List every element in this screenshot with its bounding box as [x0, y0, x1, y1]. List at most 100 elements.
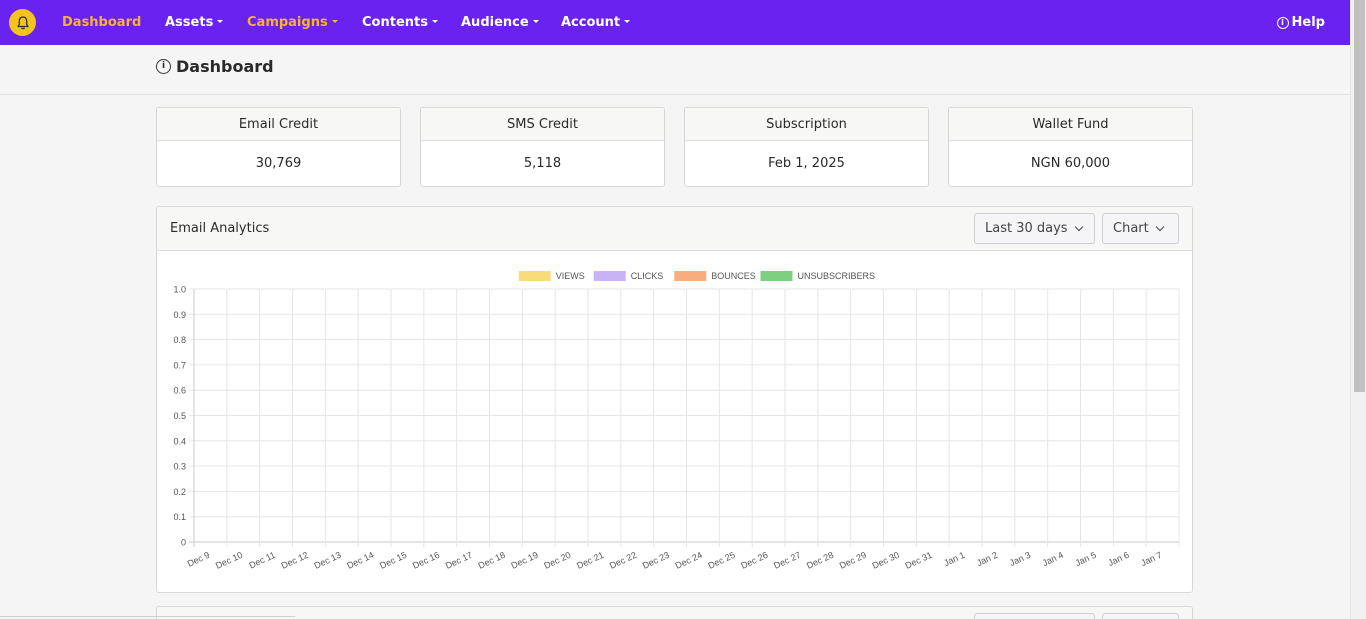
legend-label: UNSUBSCRIBERS: [798, 271, 876, 281]
x-tick-label: Dec 18: [477, 550, 507, 571]
y-tick-label: 0.5: [173, 411, 186, 421]
caret-down-icon: [532, 20, 539, 23]
card-value: Feb 1, 2025: [768, 156, 845, 171]
view-mode-select[interactable]: Chart: [1102, 213, 1179, 244]
caret-down-icon: [217, 20, 224, 23]
legend-swatch: [518, 271, 551, 281]
x-tick-label: Dec 28: [805, 550, 835, 571]
card-label: SMS Credit: [421, 108, 664, 141]
card-value: 5,118: [523, 156, 562, 171]
x-tick-label: Dec 19: [510, 550, 540, 571]
info-icon: i: [156, 59, 171, 74]
nav-audience[interactable]: Audience: [461, 0, 539, 45]
nav-dashboard[interactable]: Dashboard: [62, 0, 141, 45]
x-tick-label: Dec 31: [904, 550, 934, 571]
x-tick-label: Jan 6: [1106, 550, 1130, 568]
x-tick-label: Dec 24: [674, 550, 704, 571]
chevron-down-icon: [1155, 222, 1164, 231]
x-tick-label: Jan 5: [1074, 550, 1098, 568]
x-tick-label: Dec 9: [186, 550, 212, 569]
info-icon: i: [1276, 16, 1289, 29]
nav-account[interactable]: Account: [561, 0, 631, 45]
x-tick-label: Jan 3: [1008, 550, 1032, 568]
wallet-fund-card: Wallet Fund NGN 60,000: [948, 107, 1193, 187]
bell-logo-icon[interactable]: [9, 9, 36, 36]
x-tick-label: Dec 10: [214, 550, 244, 571]
divider: [0, 616, 295, 617]
card-label: Wallet Fund: [949, 108, 1192, 141]
card-label: Subscription: [685, 108, 928, 141]
date-range-value: Last 30 days: [985, 221, 1068, 236]
caret-down-icon: [331, 20, 338, 23]
y-tick-label: 0.3: [173, 462, 186, 472]
nav-campaigns-label: Campaigns: [247, 15, 328, 30]
x-tick-label: Dec 27: [772, 550, 802, 571]
legend-label: BOUNCES: [711, 271, 756, 281]
x-tick-label: Jan 2: [975, 550, 999, 568]
x-tick-label: Dec 16: [411, 550, 441, 571]
x-tick-label: Dec 29: [838, 550, 868, 571]
x-tick-label: Dec 12: [280, 550, 310, 571]
next-panel-select[interactable]: [974, 613, 1095, 619]
legend-label: VIEWS: [556, 271, 585, 281]
caret-down-icon: [431, 20, 438, 23]
nav-account-label: Account: [561, 15, 621, 30]
legend-label: CLICKS: [631, 271, 664, 281]
date-range-select[interactable]: Last 30 days: [974, 213, 1095, 244]
x-tick-label: Dec 14: [345, 550, 375, 571]
page-title: i Dashboard: [156, 57, 274, 76]
y-tick-label: 0.9: [173, 310, 186, 320]
y-tick-label: 0.6: [173, 386, 186, 396]
help-label: Help: [1291, 15, 1325, 30]
next-panel: [156, 606, 1193, 619]
nav-campaigns[interactable]: Campaigns: [247, 0, 338, 45]
nav-assets-label: Assets: [165, 15, 214, 30]
panel-title: Email Analytics: [170, 221, 270, 236]
card-value: 30,769: [255, 156, 302, 171]
nav-dashboard-label: Dashboard: [62, 15, 142, 30]
x-tick-label: Dec 30: [871, 550, 901, 571]
page-title-text: Dashboard: [176, 57, 274, 76]
x-tick-label: Dec 11: [247, 550, 276, 571]
x-tick-label: Jan 7: [1139, 550, 1163, 568]
card-value: NGN 60,000: [1030, 156, 1111, 171]
x-tick-label: Dec 13: [313, 550, 343, 571]
legend-swatch: [593, 271, 626, 281]
x-tick-label: Dec 21: [575, 550, 605, 571]
caret-down-icon: [624, 20, 631, 23]
x-tick-label: Dec 26: [739, 550, 769, 571]
y-tick-label: 0.2: [173, 487, 186, 497]
help-link[interactable]: i Help: [1276, 0, 1325, 45]
nav-assets[interactable]: Assets: [165, 0, 224, 45]
x-tick-label: Jan 4: [1041, 550, 1065, 568]
page-scrollbar[interactable]: [1350, 0, 1366, 619]
legend-swatch: [760, 271, 793, 281]
legend-swatch: [674, 271, 707, 281]
x-tick-label: Dec 25: [707, 550, 737, 571]
x-tick-label: Dec 15: [378, 550, 408, 571]
nav-audience-label: Audience: [461, 15, 529, 30]
next-panel-select[interactable]: [1102, 613, 1179, 619]
x-tick-label: Dec 22: [608, 550, 638, 571]
page-header: i Dashboard: [0, 45, 1350, 95]
x-tick-label: Dec 20: [542, 550, 572, 571]
top-navbar: Dashboard Assets Campaigns Contents Audi…: [0, 0, 1350, 45]
sms-credit-card: SMS Credit 5,118: [420, 107, 665, 187]
y-tick-label: 0.1: [173, 512, 186, 522]
nav-contents-label: Contents: [362, 15, 428, 30]
x-tick-label: Jan 1: [942, 550, 966, 568]
x-tick-label: Dec 17: [444, 550, 474, 571]
card-label: Email Credit: [157, 108, 400, 141]
nav-contents[interactable]: Contents: [362, 0, 438, 45]
email-credit-card: Email Credit 30,769: [156, 107, 401, 187]
view-mode-value: Chart: [1113, 221, 1149, 236]
scrollbar-thumb[interactable]: [1354, 0, 1365, 392]
y-tick-label: 0.7: [173, 360, 186, 370]
x-tick-label: Dec 23: [641, 550, 671, 571]
panel-header: Email Analytics Last 30 days Chart: [157, 207, 1192, 251]
y-tick-label: 0.4: [173, 436, 186, 446]
y-tick-label: 0.8: [173, 335, 186, 345]
y-tick-label: 0: [181, 538, 186, 548]
y-tick-label: 1.0: [173, 285, 186, 295]
